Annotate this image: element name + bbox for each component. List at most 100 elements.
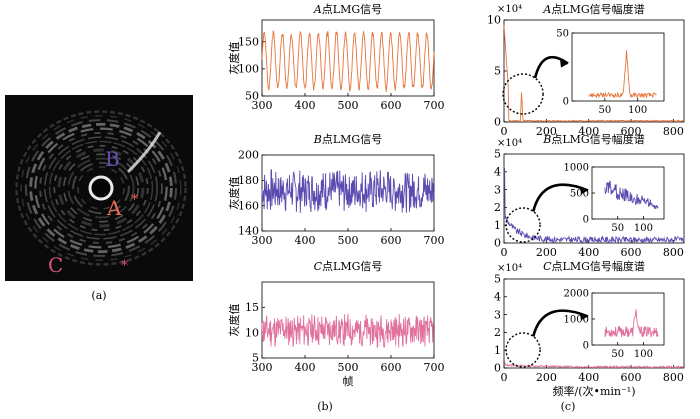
x-tick-label: 50 — [611, 349, 624, 360]
chart-title-point: A — [313, 3, 322, 16]
y-tick-label: 1 — [494, 344, 501, 357]
chart-title-text: 点LMG信号 — [322, 133, 382, 146]
x-tick-label: 600 — [621, 246, 642, 259]
y-tick-label: 140 — [238, 225, 259, 238]
x-tick-label: 400 — [295, 99, 316, 112]
y-tick-label: 1000 — [564, 314, 589, 325]
ivus-ring — [57, 148, 145, 228]
y-tick-label: 2000 — [564, 288, 589, 299]
series-line — [503, 25, 685, 123]
series-line — [261, 30, 435, 93]
y-tick-label: 10 — [487, 14, 501, 27]
x-tick-label: 400 — [578, 125, 599, 138]
zoom-circle — [505, 207, 541, 243]
series-line — [504, 167, 685, 244]
x-tick-label: 0 — [501, 371, 508, 384]
x-tick-label: 500 — [338, 99, 359, 112]
x-tick-label: 600 — [621, 371, 642, 384]
y-tick-label: 0 — [583, 340, 589, 351]
ivus-ring — [39, 131, 163, 245]
x-tick-label: 500 — [338, 361, 359, 374]
ivus-image-panel: B A * C * — [5, 95, 193, 281]
y-tick-label: 1000 — [564, 162, 589, 173]
x-tick-label: 200 — [536, 246, 557, 259]
y-tick-label: 4 — [494, 290, 501, 303]
x-tick-label: 200 — [536, 371, 557, 384]
zoom-circle — [505, 332, 541, 368]
point-label-c: C — [48, 253, 63, 277]
y-tick-label: 1 — [494, 219, 501, 232]
x-tick-label: 300 — [252, 361, 273, 374]
zoom-arrow-head — [580, 312, 588, 321]
x-tick-label: 100 — [634, 349, 653, 360]
y-tick-label: 2 — [494, 201, 501, 214]
y-tick-label: 0 — [494, 362, 501, 375]
zoom-arrow — [533, 55, 569, 79]
ivus-ring — [29, 122, 173, 254]
inset-series-line — [604, 309, 659, 338]
y-tick-label: 150 — [238, 35, 259, 48]
ivus-lumen — [88, 175, 114, 201]
y-tick-label: 50 — [556, 28, 569, 39]
y-tick-label: 0 — [583, 214, 589, 225]
x-tick-label: 300 — [252, 99, 273, 112]
ivus-rings — [15, 110, 187, 266]
y-tick-label: 2 — [494, 326, 501, 339]
figure-label-a: (a) — [91, 289, 106, 302]
y-tick-label: 200 — [238, 149, 259, 162]
zoom-arrow-head — [580, 186, 588, 195]
marker-c-star: * — [121, 258, 128, 274]
y-tick-label: 5 — [494, 65, 501, 78]
series-line — [261, 313, 434, 348]
plot-frame — [571, 32, 665, 102]
x-tick-label: 300 — [252, 234, 273, 247]
x-tick-label: 0 — [501, 246, 508, 259]
zoom-circle — [502, 73, 544, 115]
series-line — [261, 169, 435, 213]
x-tick-label: 600 — [381, 234, 402, 247]
x-tick-label: 700 — [424, 361, 445, 374]
y-tick-label: 5 — [252, 352, 259, 365]
zoom-arrow-head — [560, 59, 568, 68]
x-tick-label: 700 — [424, 234, 445, 247]
x-tick-label: 50 — [598, 105, 611, 116]
zoom-arrow — [531, 183, 589, 212]
chart-title: B点LMG信号幅度谱 — [542, 132, 644, 146]
point-label-a: A — [106, 196, 122, 220]
chart-title: A点LMG信号 — [313, 3, 382, 16]
chart-title: B点LMG信号 — [313, 133, 382, 146]
x-tick-label: 800 — [663, 371, 684, 384]
ivus-ring — [44, 136, 158, 240]
x-tick-label: 50 — [611, 223, 624, 234]
plot-frame — [591, 292, 665, 346]
ivus-ring — [24, 119, 178, 257]
ivus-ring — [72, 161, 130, 215]
x-tick-label: 800 — [663, 246, 684, 259]
y-scale-label: ×10⁴ — [497, 4, 522, 15]
y-tick-label: 5 — [494, 148, 501, 161]
y-tick-label: 160 — [238, 199, 259, 212]
inset-series-line — [588, 50, 657, 99]
y-tick-label: 10 — [245, 326, 259, 339]
ivus-echo — [126, 131, 162, 174]
x-tick-label: 400 — [295, 234, 316, 247]
x-tick-label: 100 — [634, 223, 653, 234]
chart-title-point: A — [542, 3, 551, 16]
inset-c1: 50 100 0 50 — [556, 28, 665, 116]
y-tick-label: 100 — [238, 63, 259, 76]
y-tick-label: 5 — [494, 273, 501, 286]
chart-title: A点LMG信号幅度谱 — [542, 2, 644, 16]
marker-a-star: * — [131, 192, 138, 208]
chart-title-text: 点LMG信号幅度谱 — [551, 2, 644, 16]
x-tick-label: 600 — [381, 361, 402, 374]
ivus-ring — [15, 110, 187, 266]
ivus-ring — [77, 166, 125, 210]
x-tick-label: 0 — [501, 125, 508, 138]
chart-b2: B点LMG信号 300 400 500 600 700 140 160 180 200 灰度值 — [227, 133, 445, 247]
chart-title-point: B — [313, 133, 322, 146]
